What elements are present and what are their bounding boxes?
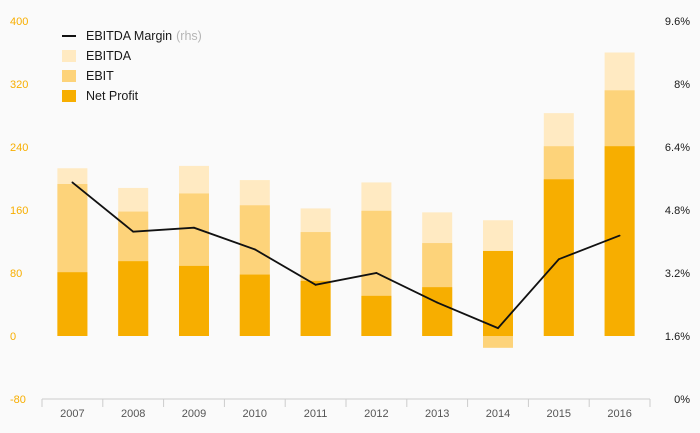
ebitda-margin-point xyxy=(618,234,621,237)
net-profit-bar xyxy=(543,179,574,336)
legend-item-ebitda: EBITDA xyxy=(62,46,202,66)
legend-label: EBIT xyxy=(86,69,114,83)
y2-tick-label: 8% xyxy=(674,79,690,91)
ebitda-margin-line xyxy=(71,181,620,330)
ebitda-margin-point xyxy=(375,272,378,274)
legend-swatch xyxy=(62,90,76,102)
net-profit-bar xyxy=(57,272,88,336)
ebitda-margin-point xyxy=(436,301,439,304)
legend-swatch xyxy=(62,50,76,62)
ebitda-margin-point xyxy=(132,230,135,233)
x-tick-label: 2009 xyxy=(182,408,206,420)
y2-tick-label: 0% xyxy=(674,394,690,406)
y-tick-label: 240 xyxy=(10,142,28,154)
x-tick-label: 2010 xyxy=(243,408,267,420)
y2-tick-label: 1.6% xyxy=(665,331,690,343)
net-profit-bar xyxy=(300,280,331,336)
ebit-bar xyxy=(483,336,513,348)
x-tick-label: 2014 xyxy=(486,408,510,420)
net-profit-bar xyxy=(361,295,392,336)
legend-item-ebitda-margin: EBITDA Margin (rhs) xyxy=(62,26,202,46)
y-tick-label: 400 xyxy=(10,16,28,28)
legend-line-swatch xyxy=(62,35,76,37)
y2-tick-label: 6.4% xyxy=(665,142,690,154)
x-tick-label: 2007 xyxy=(60,408,84,420)
y-tick-label: 160 xyxy=(10,205,28,217)
legend-label: Net Profit xyxy=(86,89,139,103)
legend-label: EBITDA xyxy=(86,49,132,63)
legend-item-ebit: EBIT xyxy=(62,66,202,86)
ebitda-margin-point xyxy=(71,181,74,184)
x-tick-label: 2012 xyxy=(364,408,388,420)
y-tick-label: -80 xyxy=(10,394,26,406)
net-profit-bar xyxy=(604,146,635,336)
y-tick-label: 320 xyxy=(10,79,28,91)
y2-tick-label: 9.6% xyxy=(665,16,690,28)
net-profit-bar xyxy=(422,287,453,336)
legend: EBITDA Margin (rhs) EBITDA EBIT Net Prof… xyxy=(62,26,202,106)
y-tick-label: 80 xyxy=(10,268,22,280)
ebitda-margin-point xyxy=(253,248,256,251)
x-tick-label: 2013 xyxy=(425,408,449,420)
legend-swatch xyxy=(62,70,76,82)
ebitda-margin-point xyxy=(314,283,317,286)
net-profit-bar xyxy=(118,261,149,336)
legend-label: EBITDA Margin xyxy=(86,29,173,43)
y2-tick-label: 3.2% xyxy=(665,268,690,280)
y2-tick-label: 4.8% xyxy=(665,205,690,217)
net-profit-bar xyxy=(483,250,513,336)
ebitda-margin-point xyxy=(497,327,499,330)
legend-note: (rhs) xyxy=(176,29,202,43)
y-tick-label: 0 xyxy=(10,331,16,343)
ebitda-margin-point xyxy=(193,226,195,229)
net-profit-bar xyxy=(179,265,209,336)
legend-item-net-profit: Net Profit xyxy=(62,86,202,106)
net-profit-bar xyxy=(239,274,270,336)
x-tick-label: 2015 xyxy=(547,408,571,420)
x-tick-label: 2008 xyxy=(121,408,145,420)
ebitda-margin-point xyxy=(557,258,560,261)
x-tick-label: 2016 xyxy=(607,408,631,420)
x-tick-label: 2011 xyxy=(304,408,328,420)
